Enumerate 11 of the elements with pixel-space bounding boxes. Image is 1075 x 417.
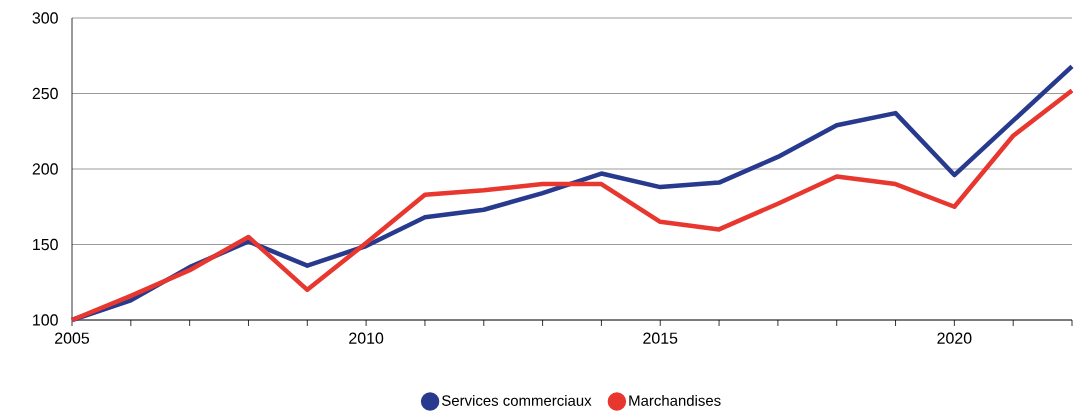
y-tick-label: 300 [32, 12, 58, 24]
legend-label: Marchandises [629, 394, 721, 406]
y-tick-label: 100 [33, 314, 58, 326]
x-tick-label: 2020 [937, 332, 972, 344]
legend-label: Services commerciaux [442, 394, 592, 406]
x-tick-label: 2010 [349, 332, 384, 344]
x-tick-label: 2015 [643, 332, 678, 344]
y-tick-label: 200 [32, 163, 58, 175]
x-tick-label: 2005 [55, 332, 90, 344]
y-tick-label: 250 [32, 87, 58, 100]
y-tick-label: 150 [33, 238, 58, 251]
